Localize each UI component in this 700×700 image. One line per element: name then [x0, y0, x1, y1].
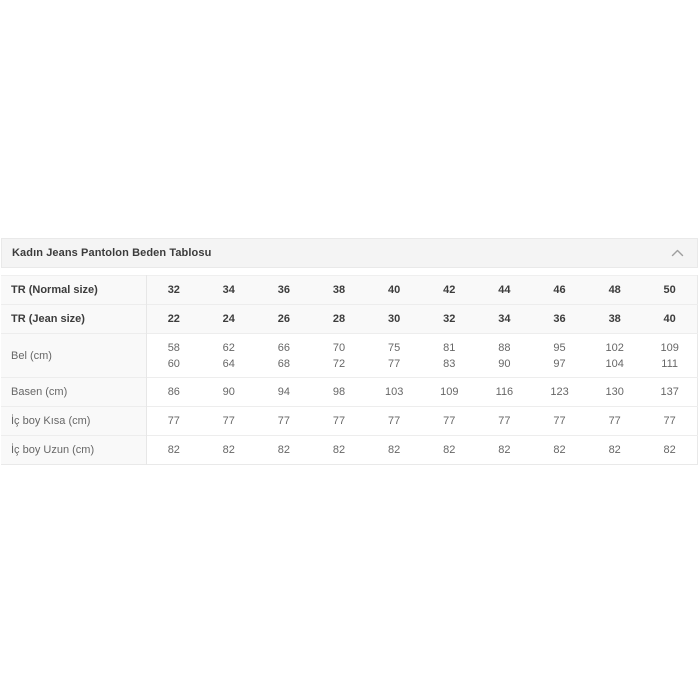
- size-cell: 77: [146, 406, 202, 436]
- size-cell: 123: [531, 377, 588, 407]
- size-cell: 66 68: [256, 333, 312, 378]
- table-row-tr-jean-size: TR (Jean size) 22 24 26 28 30 32 34 36 3…: [1, 304, 698, 334]
- size-cell: 34: [201, 275, 257, 305]
- row-label: Bel (cm): [1, 333, 147, 378]
- size-cell: 32: [146, 275, 202, 305]
- accordion-header[interactable]: Kadın Jeans Pantolon Beden Tablosu: [1, 238, 698, 268]
- table-row-tr-normal-size: TR (Normal size) 32 34 36 38 40 42 44 46…: [1, 275, 698, 305]
- size-cell: 24: [201, 304, 257, 334]
- size-cell: 116: [476, 377, 532, 407]
- size-cell: 44: [476, 275, 532, 305]
- size-cell: 82: [421, 435, 477, 465]
- table-row-ic-boy-uzun: İç boy Uzun (cm) 82 82 82 82 82 82 82 82…: [1, 435, 698, 465]
- size-cell: 46: [531, 275, 588, 305]
- size-cell: 88 90: [476, 333, 532, 378]
- size-cell: 77: [311, 406, 367, 436]
- size-cell: 48: [587, 275, 643, 305]
- chevron-up-icon[interactable]: [671, 249, 684, 257]
- size-cell: 77: [587, 406, 643, 436]
- size-cell: 70 72: [311, 333, 367, 378]
- size-cell: 82: [366, 435, 422, 465]
- size-chart-accordion: Kadın Jeans Pantolon Beden Tablosu TR (N…: [1, 238, 698, 465]
- size-cell: 50: [642, 275, 698, 305]
- table-row-basen: Basen (cm) 86 90 94 98 103 109 116 123 1…: [1, 377, 698, 407]
- size-cell: 94: [256, 377, 312, 407]
- size-cell: 77: [421, 406, 477, 436]
- size-cell: 82: [146, 435, 202, 465]
- size-cell: 102 104: [587, 333, 643, 378]
- row-label: İç boy Uzun (cm): [1, 435, 147, 465]
- size-cell: 130: [587, 377, 643, 407]
- size-cell: 36: [256, 275, 312, 305]
- size-cell: 103: [366, 377, 422, 407]
- size-cell: 38: [311, 275, 367, 305]
- table-row-ic-boy-kisa: İç boy Kısa (cm) 77 77 77 77 77 77 77 77…: [1, 406, 698, 436]
- size-cell: 28: [311, 304, 367, 334]
- size-cell: 32: [421, 304, 477, 334]
- size-cell: 95 97: [531, 333, 588, 378]
- row-label: TR (Jean size): [1, 304, 147, 334]
- size-table: TR (Normal size) 32 34 36 38 40 42 44 46…: [1, 275, 698, 465]
- size-cell: 77: [476, 406, 532, 436]
- size-cell: 30: [366, 304, 422, 334]
- size-cell: 77: [256, 406, 312, 436]
- row-label: TR (Normal size): [1, 275, 147, 305]
- accordion-title: Kadın Jeans Pantolon Beden Tablosu: [12, 247, 212, 259]
- size-cell: 40: [366, 275, 422, 305]
- size-cell: 86: [146, 377, 202, 407]
- size-cell: 82: [587, 435, 643, 465]
- size-cell: 26: [256, 304, 312, 334]
- size-cell: 82: [531, 435, 588, 465]
- table-row-bel: Bel (cm) 58 60 62 64 66 68 70 72 75 77 81 83 8…: [1, 333, 698, 378]
- size-cell: 58 60: [146, 333, 202, 378]
- size-cell: 40: [642, 304, 698, 334]
- size-cell: 109: [421, 377, 477, 407]
- size-cell: 77: [531, 406, 588, 436]
- size-cell: 98: [311, 377, 367, 407]
- size-cell: 109 111: [642, 333, 698, 378]
- size-cell: 90: [201, 377, 257, 407]
- size-cell: 82: [311, 435, 367, 465]
- size-cell: 34: [476, 304, 532, 334]
- size-cell: 137: [642, 377, 698, 407]
- size-cell: 82: [201, 435, 257, 465]
- row-label: Basen (cm): [1, 377, 147, 407]
- size-cell: 82: [476, 435, 532, 465]
- size-cell: 82: [642, 435, 698, 465]
- size-cell: 62 64: [201, 333, 257, 378]
- size-cell: 77: [366, 406, 422, 436]
- size-cell: 42: [421, 275, 477, 305]
- size-cell: 77: [642, 406, 698, 436]
- size-cell: 36: [531, 304, 588, 334]
- size-cell: 77: [201, 406, 257, 436]
- size-cell: 38: [587, 304, 643, 334]
- row-label: İç boy Kısa (cm): [1, 406, 147, 436]
- size-cell: 75 77: [366, 333, 422, 378]
- size-cell: 82: [256, 435, 312, 465]
- size-cell: 22: [146, 304, 202, 334]
- size-cell: 81 83: [421, 333, 477, 378]
